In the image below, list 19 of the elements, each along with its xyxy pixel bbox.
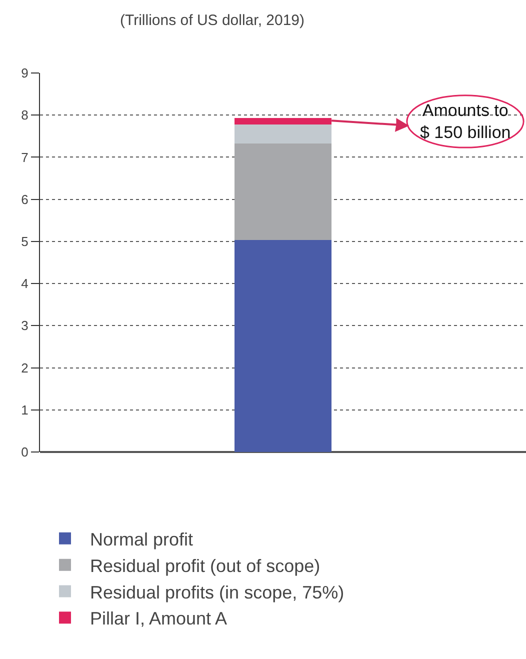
bar <box>234 124 332 144</box>
y-tick-label: 6 <box>21 192 28 207</box>
legend-label: Pillar I, Amount A <box>90 608 228 629</box>
chart-subtitle: (Trillions of US dollar, 2019) <box>120 12 305 29</box>
legend-label: Normal profit <box>90 529 194 550</box>
y-tick-label: 2 <box>21 360 28 376</box>
y-tick-label: 0 <box>21 444 28 460</box>
y-tick-label: 1 <box>21 402 28 418</box>
y-tick-label: 4 <box>21 276 28 292</box>
legend-label: Residual profit (out of scope) <box>90 556 320 576</box>
bar <box>234 240 332 452</box>
legend-label: Residual profits (in scope, 75%) <box>90 582 344 602</box>
y-tick-label: 7 <box>21 150 28 165</box>
y-tick-label: 9 <box>21 66 28 81</box>
y-tick-label: 8 <box>21 108 28 123</box>
bar <box>234 143 332 240</box>
y-tick-label: 5 <box>21 234 28 249</box>
annotation: Amounts to $ 150 billion <box>420 101 511 142</box>
y-tick-label: 3 <box>21 318 28 334</box>
